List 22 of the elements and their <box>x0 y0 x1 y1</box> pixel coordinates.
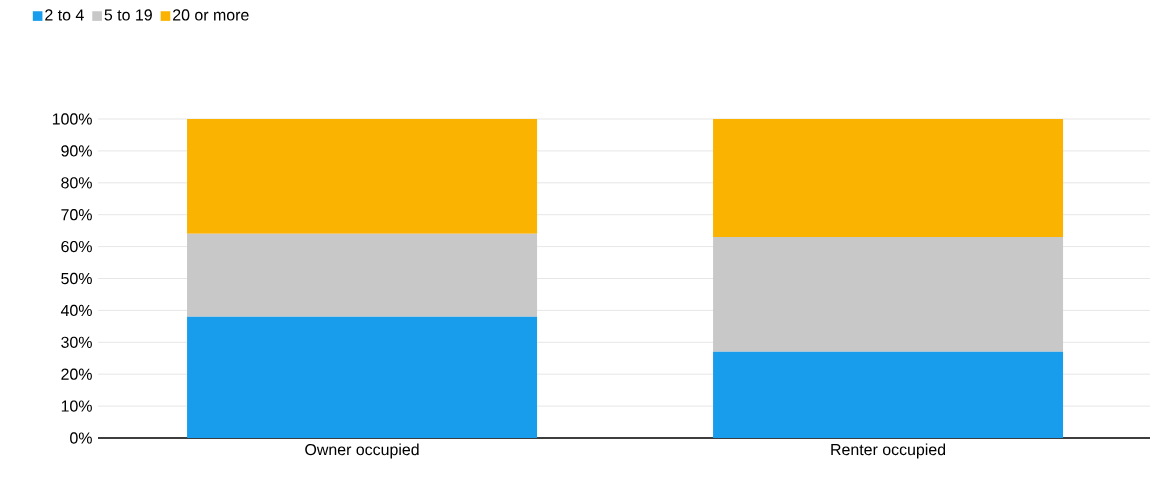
bar <box>713 237 1064 352</box>
bar <box>187 233 538 317</box>
bar <box>187 119 538 234</box>
x-tick-label: Owner occupied <box>305 443 419 459</box>
y-tick-label: 10% <box>61 400 92 412</box>
y-tick-label: 30% <box>61 336 92 348</box>
y-tick-label: 50% <box>61 272 92 285</box>
y-tick-label: 100% <box>52 113 92 125</box>
bar <box>187 316 538 438</box>
legend-label: 20 or more <box>173 9 249 21</box>
legend-label: 2 to 4 <box>45 9 84 21</box>
y-tick-label: 70% <box>61 209 92 221</box>
y-tick-label: 40% <box>60 304 92 317</box>
bar <box>713 119 1064 238</box>
y-tick-label: 20% <box>61 368 92 380</box>
y-tick-label: 90% <box>61 145 92 157</box>
bar <box>713 351 1064 438</box>
y-tick-label: 80% <box>61 177 92 189</box>
legend-label: 5 to 19 <box>104 9 152 21</box>
x-tick-label: Renter occupied <box>831 443 946 459</box>
y-tick-label: 0% <box>70 432 92 444</box>
y-tick-label: 60% <box>61 240 92 253</box>
